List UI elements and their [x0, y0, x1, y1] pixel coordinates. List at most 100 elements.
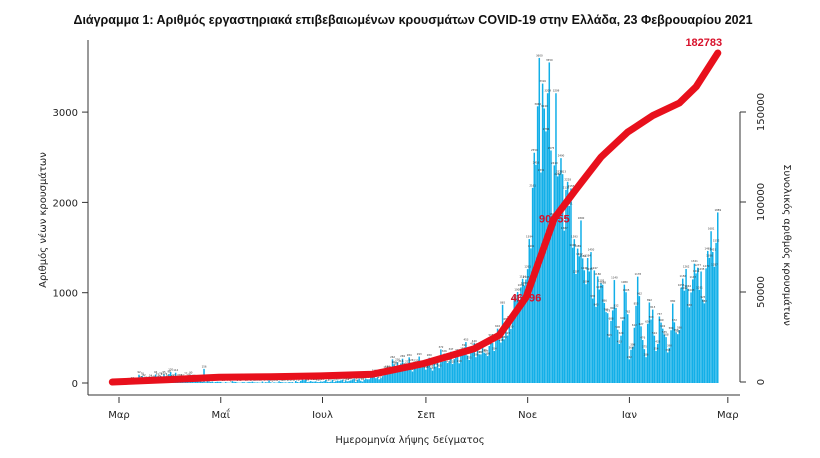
bar	[523, 285, 526, 383]
bar	[655, 351, 657, 383]
bar	[633, 327, 636, 383]
bar	[673, 322, 676, 383]
bar	[361, 381, 364, 383]
bar	[406, 363, 409, 383]
x-tick-label: Ιουλ	[312, 410, 333, 421]
bar-value-label: 2288	[554, 172, 561, 176]
bar-value-label: 865	[500, 300, 505, 304]
bar	[540, 172, 542, 383]
bar	[456, 352, 459, 383]
bar-value-label: 398	[630, 343, 635, 347]
bar-value-label: 855	[634, 301, 639, 305]
bar-value-label: 54	[149, 374, 153, 378]
bar	[376, 377, 379, 383]
bar	[385, 369, 387, 383]
bar	[510, 328, 512, 383]
bar-value-label: 151	[387, 365, 392, 369]
bar	[298, 382, 300, 383]
bar	[648, 302, 651, 383]
bar-value-label: 92	[137, 370, 141, 374]
bar	[234, 381, 237, 383]
bar	[568, 205, 571, 383]
bar	[318, 382, 320, 383]
bar-value-label: 2316	[556, 169, 563, 173]
bar	[646, 323, 649, 383]
bar	[348, 380, 350, 383]
bar-value-label: 586	[677, 326, 682, 330]
bar	[526, 269, 529, 383]
bar	[256, 382, 259, 383]
bar	[691, 279, 694, 383]
bar-value-label: 584	[669, 326, 674, 330]
bar-value-label: 558	[674, 328, 679, 332]
bar-value-label: 692	[620, 316, 625, 320]
bar-value-label: 73	[164, 372, 168, 376]
bar-value-label: 590	[615, 325, 620, 329]
bar-value-label: 16	[361, 377, 365, 381]
bar-value-label: 1094	[583, 280, 590, 284]
bar-value-label: 326	[442, 349, 447, 353]
bar-value-label: 1287	[711, 262, 718, 266]
bar-value-label: 1005	[623, 288, 630, 292]
bar-value-label: 1593	[571, 235, 578, 239]
bar	[458, 363, 460, 383]
bar-value-label: 25	[359, 376, 363, 380]
bar	[269, 382, 272, 383]
bar	[281, 382, 284, 383]
bar-value-label: 1059	[518, 283, 525, 287]
bar	[295, 381, 297, 383]
bar-value-label: 524	[619, 331, 624, 335]
bar-value-label: 38	[139, 375, 143, 379]
bar-value-label: 1247	[591, 266, 598, 270]
bar-value-label: 1147	[523, 275, 530, 279]
bar	[610, 320, 612, 383]
bar-value-label: 204	[392, 360, 397, 364]
bar	[219, 381, 222, 383]
bar-value-label: 226	[408, 358, 413, 362]
bar-value-label: 94	[154, 370, 158, 374]
bar	[388, 369, 390, 383]
bar	[328, 382, 330, 383]
bar	[620, 335, 622, 383]
bar	[628, 359, 631, 383]
bar-value-label: 505	[488, 333, 493, 337]
bar-value-label: 62	[142, 373, 146, 377]
bar	[555, 93, 557, 383]
bar-value-label: 3316	[539, 79, 546, 83]
bar-value-label: 1402	[576, 252, 583, 256]
bar	[631, 347, 634, 383]
bar	[378, 379, 380, 383]
bar	[415, 363, 417, 383]
bar	[468, 359, 470, 383]
bar-value-label: 187	[393, 362, 398, 366]
bar-value-label: 602	[495, 324, 500, 328]
bar	[249, 382, 252, 383]
bar-value-label: 1594	[526, 235, 533, 239]
bar	[398, 370, 400, 383]
bar	[571, 247, 574, 383]
bar-value-label: 2410	[551, 161, 558, 165]
bar	[680, 287, 682, 383]
bar	[380, 378, 382, 383]
bar-value-label: 90	[189, 370, 193, 374]
bar-value-label: 1687	[561, 226, 568, 230]
bar	[550, 150, 552, 383]
bar	[511, 317, 514, 383]
bar-value-label: 354	[492, 347, 497, 351]
bar	[216, 381, 219, 383]
bar	[405, 368, 407, 383]
chart-title: Διάγραμμα 1: Αριθμός εργαστηριακά επιβεβ…	[73, 13, 752, 27]
bar-value-label: 12	[354, 377, 358, 381]
bar	[421, 363, 424, 383]
bar	[596, 276, 599, 383]
bar	[471, 345, 474, 383]
bar-value-label: 150	[383, 365, 388, 369]
bar	[204, 382, 207, 383]
bar	[703, 303, 706, 383]
bar-value-label: 804	[610, 306, 615, 310]
bar	[350, 380, 352, 383]
bar	[668, 347, 671, 383]
bar	[360, 380, 362, 383]
bar	[363, 379, 365, 383]
bar	[306, 382, 309, 383]
